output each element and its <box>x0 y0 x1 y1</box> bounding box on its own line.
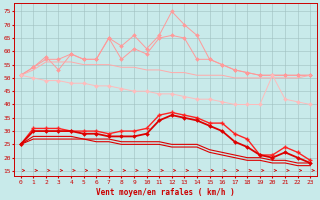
X-axis label: Vent moyen/en rafales ( km/h ): Vent moyen/en rafales ( km/h ) <box>96 188 235 197</box>
